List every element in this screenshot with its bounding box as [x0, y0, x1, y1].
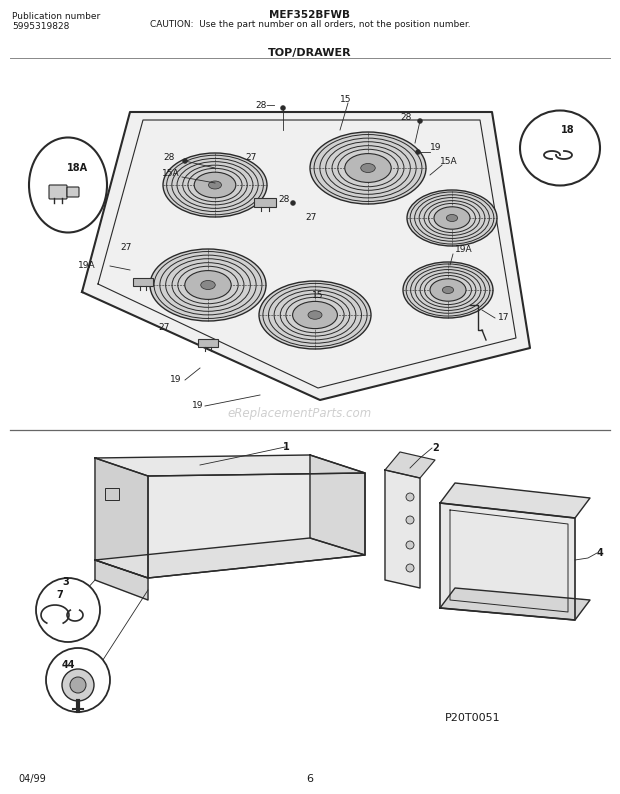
Text: 19A: 19A	[455, 245, 472, 255]
Ellipse shape	[208, 181, 221, 189]
Circle shape	[406, 564, 414, 572]
Circle shape	[415, 149, 420, 155]
Ellipse shape	[150, 249, 266, 321]
Ellipse shape	[361, 164, 375, 172]
Circle shape	[406, 493, 414, 501]
Ellipse shape	[520, 110, 600, 186]
Text: 19: 19	[192, 402, 203, 410]
Polygon shape	[82, 112, 530, 400]
Text: 6: 6	[306, 774, 314, 784]
Text: 44: 44	[61, 660, 75, 670]
Polygon shape	[95, 538, 365, 578]
Bar	[105, 488, 119, 500]
Circle shape	[291, 201, 296, 206]
Text: 27: 27	[120, 244, 131, 252]
Text: 2: 2	[432, 443, 439, 453]
Text: 27: 27	[158, 323, 169, 333]
Text: 3: 3	[62, 577, 69, 587]
Ellipse shape	[407, 190, 497, 246]
Ellipse shape	[293, 302, 337, 329]
Polygon shape	[95, 455, 365, 476]
Text: 19: 19	[170, 376, 182, 384]
Text: 15A: 15A	[162, 169, 180, 179]
Text: 19A: 19A	[78, 261, 95, 271]
Text: 17: 17	[498, 314, 510, 322]
Text: 1: 1	[283, 442, 290, 452]
Text: 27: 27	[245, 153, 257, 163]
Text: Publication number: Publication number	[12, 12, 100, 21]
Text: 18: 18	[561, 125, 575, 135]
Ellipse shape	[443, 287, 454, 294]
Ellipse shape	[201, 280, 215, 290]
Text: 15: 15	[340, 95, 352, 105]
Circle shape	[406, 541, 414, 549]
Text: 04/99: 04/99	[18, 774, 46, 784]
Circle shape	[36, 578, 100, 642]
Polygon shape	[95, 560, 148, 600]
Polygon shape	[148, 473, 365, 578]
Text: 18A: 18A	[68, 163, 89, 173]
Text: 5995319828: 5995319828	[12, 22, 69, 31]
Ellipse shape	[29, 137, 107, 233]
Ellipse shape	[163, 153, 267, 217]
Ellipse shape	[259, 281, 371, 349]
Text: 4: 4	[597, 548, 604, 558]
Ellipse shape	[446, 214, 458, 222]
Text: 28: 28	[278, 195, 290, 205]
Bar	[133, 278, 153, 286]
Circle shape	[182, 159, 187, 164]
Ellipse shape	[194, 172, 236, 198]
Ellipse shape	[308, 310, 322, 319]
Polygon shape	[385, 452, 435, 478]
Text: P20T0051: P20T0051	[445, 713, 500, 723]
Circle shape	[46, 648, 110, 712]
Ellipse shape	[403, 262, 493, 318]
Circle shape	[280, 106, 285, 110]
Circle shape	[70, 677, 86, 693]
Ellipse shape	[310, 132, 426, 204]
Text: TOP/DRAWER: TOP/DRAWER	[268, 48, 352, 58]
Text: 28—: 28—	[255, 101, 275, 110]
Circle shape	[406, 516, 414, 524]
Polygon shape	[440, 483, 590, 518]
Ellipse shape	[345, 153, 391, 183]
Polygon shape	[440, 503, 575, 620]
FancyBboxPatch shape	[49, 185, 67, 199]
Text: 15: 15	[312, 291, 324, 299]
Text: 7: 7	[56, 590, 63, 600]
Polygon shape	[385, 470, 420, 588]
Text: 27: 27	[305, 214, 316, 222]
Ellipse shape	[430, 279, 466, 301]
Text: MEF352BFWB: MEF352BFWB	[270, 10, 350, 20]
FancyBboxPatch shape	[67, 187, 79, 197]
Ellipse shape	[434, 206, 470, 229]
Polygon shape	[440, 588, 590, 620]
Circle shape	[417, 118, 422, 124]
Ellipse shape	[185, 271, 231, 299]
Polygon shape	[310, 455, 365, 555]
Text: 28: 28	[163, 153, 174, 163]
Text: 15A: 15A	[440, 157, 458, 167]
Circle shape	[62, 669, 94, 701]
Text: 19: 19	[430, 144, 441, 152]
Text: eReplacementParts.com: eReplacementParts.com	[228, 407, 372, 419]
Bar	[254, 198, 276, 206]
Text: 28: 28	[400, 114, 412, 122]
Polygon shape	[95, 458, 148, 578]
Bar	[198, 339, 218, 347]
Text: CAUTION:  Use the part number on all orders, not the position number.: CAUTION: Use the part number on all orde…	[149, 20, 471, 29]
